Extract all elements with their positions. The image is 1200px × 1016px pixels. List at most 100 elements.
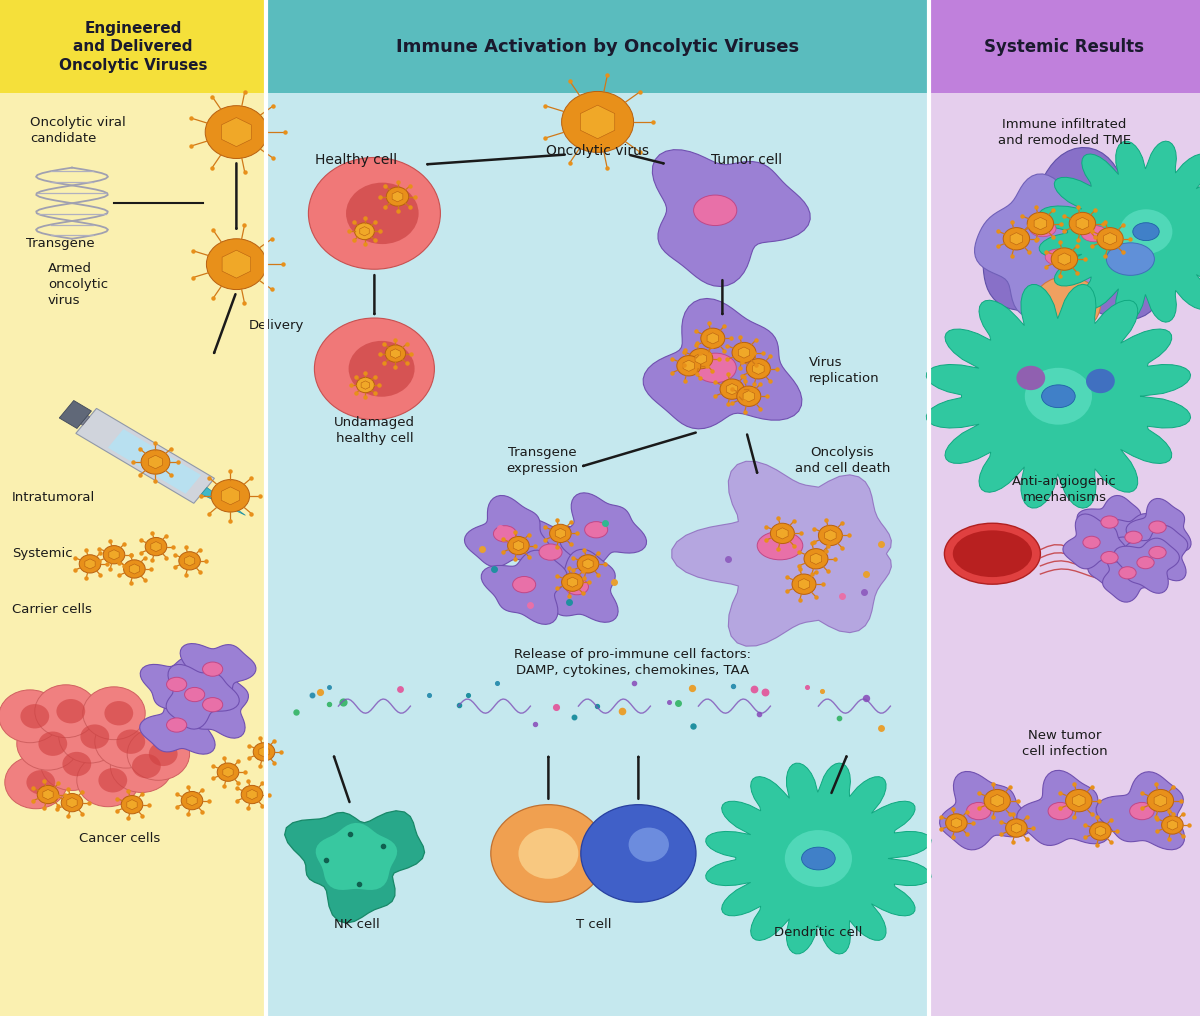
Polygon shape: [108, 429, 202, 494]
Circle shape: [241, 785, 263, 804]
Circle shape: [124, 560, 145, 578]
Polygon shape: [223, 767, 233, 777]
Circle shape: [77, 754, 139, 807]
Polygon shape: [940, 771, 1032, 849]
Polygon shape: [390, 348, 401, 359]
Polygon shape: [560, 493, 647, 567]
Circle shape: [1069, 212, 1096, 235]
Polygon shape: [127, 800, 137, 810]
Polygon shape: [481, 551, 568, 625]
Polygon shape: [1126, 499, 1192, 552]
Polygon shape: [392, 191, 403, 202]
Text: Carrier cells: Carrier cells: [12, 604, 92, 616]
Circle shape: [314, 318, 434, 420]
Ellipse shape: [953, 530, 1032, 577]
Circle shape: [149, 742, 178, 766]
Circle shape: [355, 223, 374, 240]
Circle shape: [1016, 366, 1045, 390]
Circle shape: [116, 729, 145, 754]
Text: Intratumoral: Intratumoral: [12, 492, 95, 504]
Polygon shape: [139, 692, 215, 754]
Text: Systemic Results: Systemic Results: [984, 38, 1145, 56]
Text: Systemic: Systemic: [12, 548, 73, 560]
Polygon shape: [187, 796, 197, 806]
Circle shape: [308, 157, 440, 269]
Polygon shape: [798, 578, 810, 589]
Polygon shape: [824, 530, 836, 541]
Polygon shape: [991, 795, 1003, 807]
Polygon shape: [284, 811, 425, 924]
Text: Armed
oncolytic
virus: Armed oncolytic virus: [48, 262, 108, 307]
Text: New tumor
cell infection: New tumor cell infection: [1021, 729, 1108, 758]
Circle shape: [792, 574, 816, 594]
Polygon shape: [1124, 525, 1188, 581]
Polygon shape: [695, 354, 707, 364]
Ellipse shape: [584, 521, 607, 537]
Ellipse shape: [1048, 803, 1073, 820]
Text: Undamaged
healthy cell: Undamaged healthy cell: [334, 417, 415, 445]
Text: Release of pro-immune cell factors:
DAMP, cytokines, chemokines, TAA: Release of pro-immune cell factors: DAMP…: [514, 648, 751, 677]
Circle shape: [1162, 816, 1183, 834]
Circle shape: [518, 828, 578, 879]
Circle shape: [491, 805, 606, 902]
Circle shape: [1033, 276, 1100, 333]
Polygon shape: [556, 528, 565, 538]
Text: Delivery: Delivery: [248, 319, 304, 331]
FancyBboxPatch shape: [929, 0, 1200, 1016]
Polygon shape: [1082, 535, 1147, 588]
Circle shape: [1097, 228, 1123, 250]
Polygon shape: [738, 347, 750, 358]
Polygon shape: [259, 747, 269, 757]
Circle shape: [1086, 369, 1115, 393]
Polygon shape: [85, 559, 95, 569]
Circle shape: [946, 814, 967, 832]
Polygon shape: [140, 656, 217, 720]
Ellipse shape: [512, 576, 535, 592]
Polygon shape: [726, 384, 738, 395]
Polygon shape: [109, 550, 119, 560]
Circle shape: [179, 552, 200, 570]
Polygon shape: [1096, 772, 1184, 849]
Ellipse shape: [802, 847, 835, 870]
Circle shape: [142, 450, 170, 474]
Polygon shape: [1010, 233, 1022, 245]
Ellipse shape: [203, 662, 223, 677]
Circle shape: [562, 91, 634, 152]
Circle shape: [80, 724, 109, 749]
Circle shape: [737, 386, 761, 406]
Text: T cell: T cell: [576, 918, 611, 931]
Circle shape: [26, 770, 55, 795]
Text: Anti-angiogenic
mechanisms: Anti-angiogenic mechanisms: [1012, 475, 1117, 504]
Circle shape: [349, 340, 415, 397]
Ellipse shape: [493, 525, 516, 542]
Circle shape: [37, 785, 59, 804]
Polygon shape: [43, 789, 53, 800]
Ellipse shape: [1042, 385, 1075, 407]
Circle shape: [720, 379, 744, 399]
Polygon shape: [166, 664, 239, 729]
Circle shape: [818, 525, 842, 546]
Circle shape: [1051, 248, 1078, 270]
Polygon shape: [810, 553, 822, 565]
Ellipse shape: [539, 544, 562, 560]
Ellipse shape: [1081, 226, 1108, 242]
FancyBboxPatch shape: [266, 0, 929, 1016]
Ellipse shape: [757, 531, 803, 560]
Polygon shape: [683, 361, 695, 371]
Polygon shape: [643, 299, 802, 429]
Circle shape: [629, 828, 668, 862]
Polygon shape: [583, 559, 593, 569]
Ellipse shape: [1118, 567, 1136, 579]
Ellipse shape: [1100, 516, 1118, 528]
Polygon shape: [361, 381, 370, 389]
Polygon shape: [221, 487, 240, 505]
Circle shape: [562, 573, 583, 591]
Ellipse shape: [1124, 531, 1142, 544]
Polygon shape: [1103, 514, 1169, 568]
Circle shape: [508, 536, 529, 555]
Ellipse shape: [966, 803, 991, 820]
Text: Transgene: Transgene: [26, 238, 95, 250]
Circle shape: [746, 359, 770, 379]
Ellipse shape: [167, 678, 187, 692]
Circle shape: [1025, 368, 1092, 425]
